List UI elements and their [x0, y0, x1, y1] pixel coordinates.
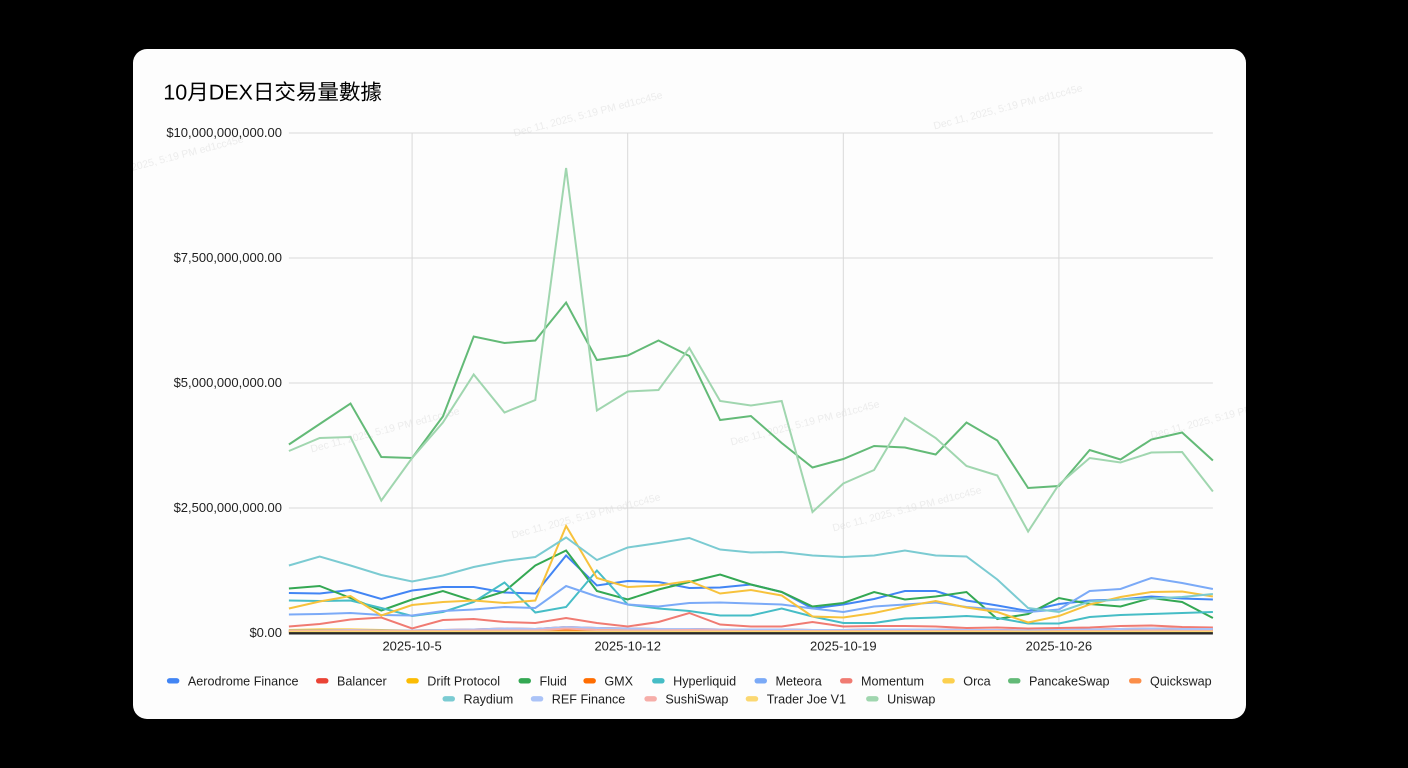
- svg-text:Momentum: Momentum: [861, 674, 924, 688]
- svg-text:Drift Protocol: Drift Protocol: [427, 674, 500, 688]
- svg-text:Balancer: Balancer: [337, 674, 387, 688]
- svg-text:Dec 11, 2025, 5:19 PM ed1cc45e: Dec 11, 2025, 5:19 PM ed1cc45e: [133, 134, 245, 183]
- svg-text:2025-10-5: 2025-10-5: [382, 638, 441, 653]
- svg-text:$2,500,000,000.00: $2,500,000,000.00: [173, 499, 281, 514]
- svg-text:Dec 11, 2025, 5:19 PM ed1cc45e: Dec 11, 2025, 5:19 PM ed1cc45e: [512, 90, 664, 139]
- svg-text:GMX: GMX: [604, 674, 633, 688]
- svg-text:Aerodrome Finance: Aerodrome Finance: [187, 674, 298, 688]
- svg-text:$5,000,000,000.00: $5,000,000,000.00: [173, 374, 281, 389]
- svg-text:Dec 11, 2025, 5:19 PM ed1cc45e: Dec 11, 2025, 5:19 PM ed1cc45e: [309, 406, 461, 455]
- svg-text:Dec 11, 2025, 5:19 PM ed1cc45e: Dec 11, 2025, 5:19 PM ed1cc45e: [831, 485, 983, 534]
- svg-text:REF Finance: REF Finance: [551, 692, 625, 706]
- svg-text:Uniswap: Uniswap: [887, 692, 935, 706]
- svg-text:Quickswap: Quickswap: [1150, 674, 1212, 688]
- svg-text:Raydium: Raydium: [463, 692, 513, 706]
- svg-text:Meteora: Meteora: [775, 674, 821, 688]
- svg-text:Orca: Orca: [963, 674, 990, 688]
- svg-text:2025-10-12: 2025-10-12: [594, 638, 661, 653]
- svg-text:$0.00: $0.00: [249, 624, 282, 639]
- svg-text:$7,500,000,000.00: $7,500,000,000.00: [173, 249, 281, 264]
- svg-text:Dec 11, 2025, 5:19 PM ed1cc45e: Dec 11, 2025, 5:19 PM ed1cc45e: [729, 399, 881, 448]
- svg-text:Dec 11, 2025, 5:19 PM ed1cc45e: Dec 11, 2025, 5:19 PM ed1cc45e: [932, 83, 1084, 132]
- svg-text:2025-10-26: 2025-10-26: [1025, 638, 1092, 653]
- svg-text:Fluid: Fluid: [539, 674, 566, 688]
- svg-text:Dec 11, 2025, 5:19 PM ed1cc45e: Dec 11, 2025, 5:19 PM ed1cc45e: [510, 492, 662, 541]
- svg-text:2025-10-19: 2025-10-19: [810, 638, 877, 653]
- svg-text:$10,000,000,000.00: $10,000,000,000.00: [166, 124, 282, 139]
- svg-text:Trader Joe V1: Trader Joe V1: [766, 692, 845, 706]
- svg-text:PancakeSwap: PancakeSwap: [1029, 674, 1110, 688]
- svg-text:SushiSwap: SushiSwap: [665, 692, 728, 706]
- svg-text:Hyperliquid: Hyperliquid: [673, 674, 736, 688]
- svg-text:Dec 11, 2025, 5:19 PM ed1cc45e: Dec 11, 2025, 5:19 PM ed1cc45e: [1149, 392, 1246, 441]
